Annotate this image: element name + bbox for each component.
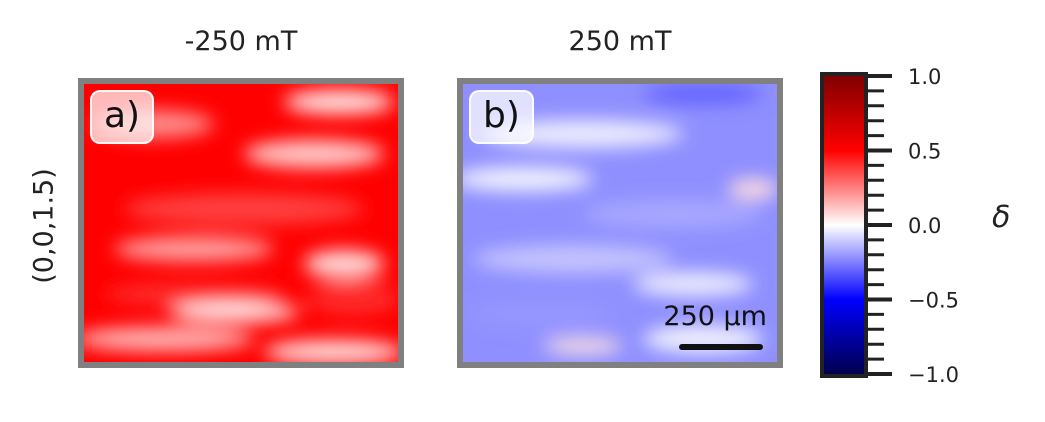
colorbar-label: δ — [992, 200, 1011, 235]
row-label: (0,0,1.5) — [28, 168, 60, 284]
panel-b-label: b) — [469, 90, 534, 144]
colorbar-axis: −1.0 −0.5 0.0 0.5 1.0 — [866, 65, 959, 387]
scalebar-line — [679, 344, 763, 350]
panel-b-title: 250 mT — [568, 26, 672, 57]
colorbar-tick-label: −0.5 — [908, 289, 959, 313]
colorbar-tick-label: 0.5 — [908, 140, 941, 164]
heatmap-a-image — [84, 84, 398, 362]
colorbar-tick-label: 0.0 — [908, 214, 941, 238]
colorbar-gradient — [824, 76, 864, 374]
colorbar-tick-label: −1.0 — [908, 363, 959, 387]
heatmap-panel-b: b) 250 μm — [457, 78, 783, 368]
panel-a-title: -250 mT — [184, 26, 298, 57]
scalebar-label: 250 μm — [663, 301, 767, 332]
colorbar — [820, 72, 868, 378]
panel-a-label: a) — [90, 90, 155, 144]
heatmap-panel-a: a) — [78, 78, 404, 368]
colorbar-tick-label: 1.0 — [908, 65, 941, 89]
